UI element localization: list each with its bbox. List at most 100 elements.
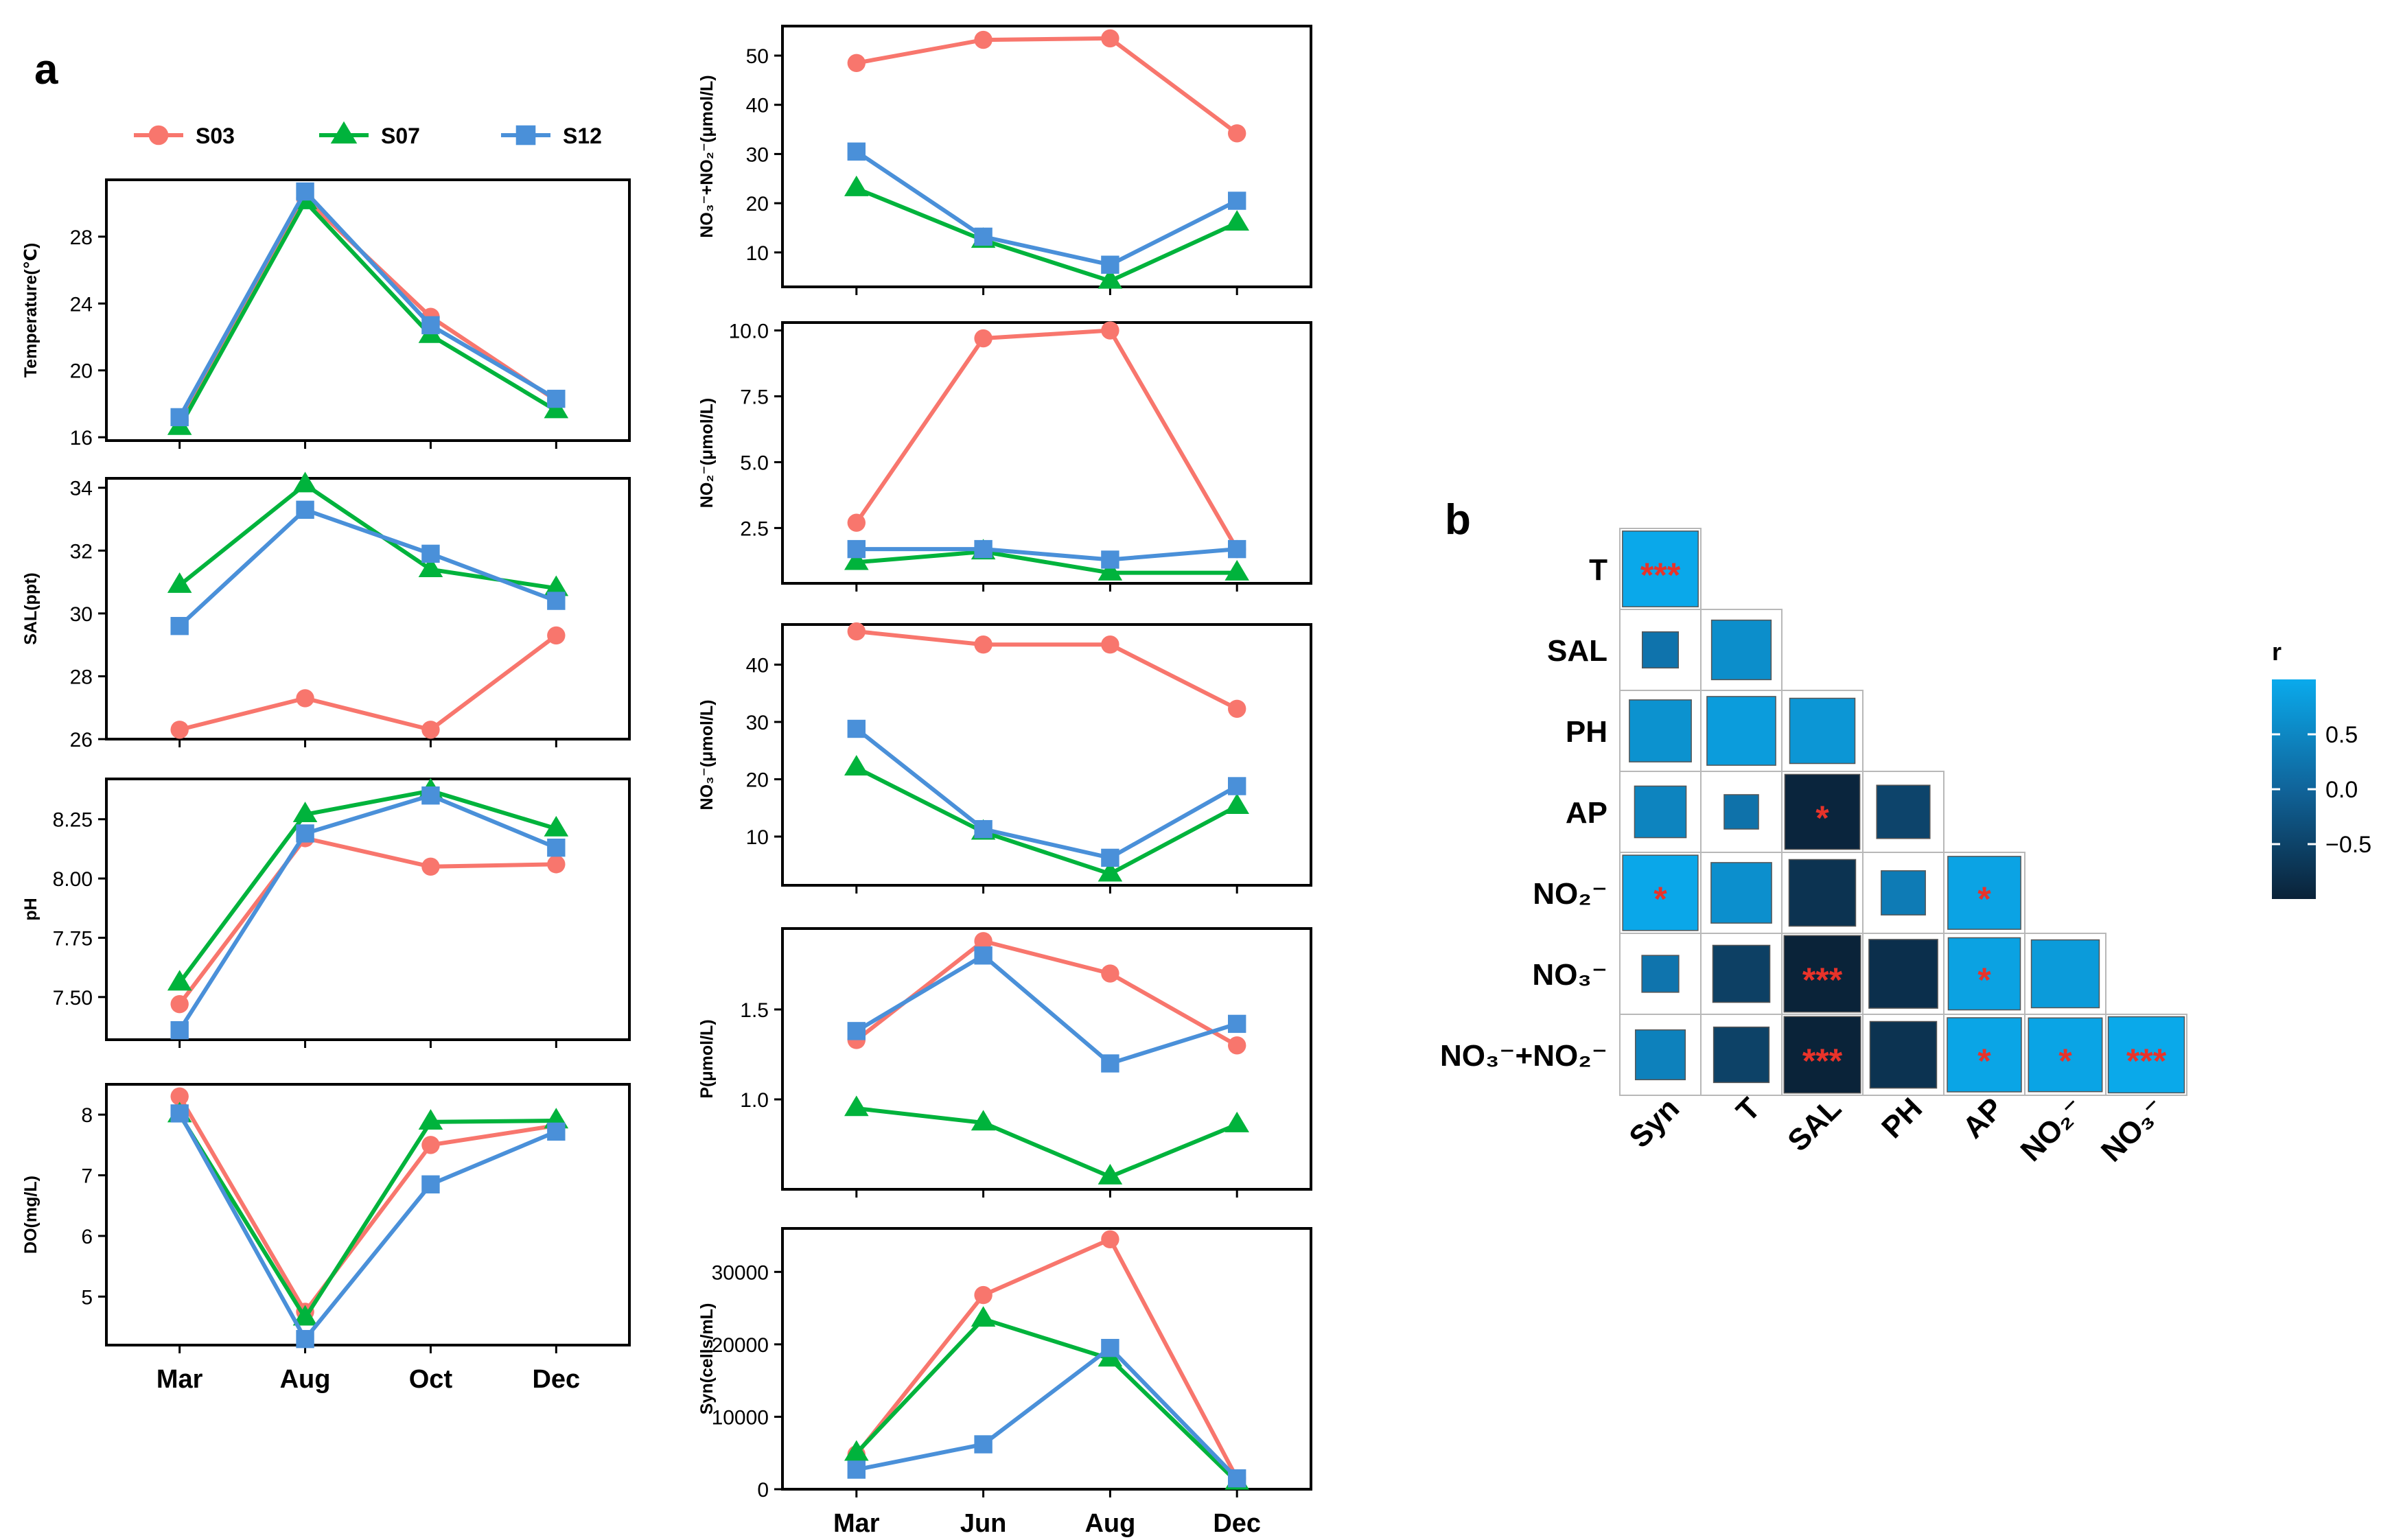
data-point [847,142,866,161]
series-line [856,1346,1239,1480]
plot-frame [781,321,1312,585]
y-axis-label: NO₂⁻(μmol/L) [697,398,717,508]
y-tick-label: 7.75 [53,927,93,950]
data-point [844,1440,869,1461]
corr-cell: *** [1619,528,1702,610]
colorbar-tick-label: 0.0 [2325,777,2358,803]
data-point [974,1435,992,1454]
y-tick-label: 20 [746,193,769,215]
series-s03 [847,622,1246,718]
corr-cell: * [1943,852,2025,934]
y-tick-label: 30 [746,143,769,166]
corr-row-label: NO₃⁻+NO₂⁻ [1440,1039,1607,1073]
y-tick-label: 50 [746,45,769,68]
corr-cell: * [1943,933,2025,1015]
series-s03 [170,626,566,739]
data-point [547,626,566,645]
corr-square [1947,856,2021,930]
chart-no3: 10 20 30 40 NO₃⁻(μmol/L) [697,622,1312,894]
data-point [847,539,866,559]
corr-row-label: NO₂⁻ [1533,877,1607,911]
legend-label: S03 [196,124,235,148]
y-tick-label: 8 [81,1104,93,1127]
corr-cell [1619,771,1702,853]
data-point [1228,1469,1246,1488]
series-line [178,189,557,419]
data-point [847,54,866,72]
data-point [974,227,992,246]
x-tick-label: Mar [833,1509,880,1538]
corr-cell: * [2024,1014,2106,1096]
corr-cell [1619,1014,1702,1096]
y-tick-label: 7.50 [53,987,93,1010]
x-tick-label: Aug [280,1365,331,1394]
corr-square [1706,696,1776,766]
significance-stars: *** [2126,1042,2167,1080]
series-line [856,1106,1238,1179]
data-point [1098,268,1123,289]
corr-cell [1781,690,1864,772]
y-tick-label: 20 [746,769,769,791]
data-point [1098,861,1123,882]
y-tick-label: 5.0 [740,452,769,474]
significance-stars: * [1977,961,1991,999]
corr-row-label: SAL [1547,634,1607,668]
data-point [974,932,992,950]
corr-cell [1862,933,1945,1015]
y-tick-label: 7.5 [740,386,769,408]
data-point [1101,848,1119,867]
data-point [167,970,192,991]
legend-label: S07 [381,124,420,148]
legend-marker-triangle [330,121,358,144]
series-line [856,36,1238,135]
colorbar-tick-label: −0.5 [2325,832,2371,858]
data-point [1101,1338,1119,1357]
y-axis-label: NO₃⁻(μmol/L) [697,700,717,810]
series-line [855,727,1238,860]
corr-square [1783,935,1861,1013]
series-s07 [844,1095,1249,1185]
corr-square [1641,955,1680,993]
series-line [178,1112,557,1342]
corr-cell: * [1943,1014,2025,1096]
y-tick-label: 7 [81,1165,93,1188]
data-point [1228,777,1246,795]
x-tick-label: Jun [960,1509,1007,1538]
series-line [855,1237,1239,1480]
data-point [296,182,314,201]
data-point [547,592,566,610]
series-line [855,939,1238,1047]
y-tick-label: 28 [70,666,93,688]
x-tick-label: Aug [1084,1509,1135,1538]
y-tick-label: 10000 [712,1406,769,1429]
plot-frame [105,477,631,740]
legend-label: S12 [563,124,602,148]
legend-item-s07: S07 [319,121,420,148]
corr-square [1947,937,2021,1011]
corr-cell [1619,933,1702,1015]
series-s12 [847,142,1246,274]
correlation-matrix: ***** **** **** * * ***TSALPHAPNO₂⁻NO₃⁻NO₃⁻+N… [1440,528,2371,1169]
corr-square [1947,1017,2022,1093]
series-line [178,789,557,984]
chart-do: 5 6 7 8 Mar Aug Oct Dec DO(mg/L) [21,1083,631,1394]
panel-label-b: b [1445,496,1471,544]
corr-col-label: Syn [1623,1091,1686,1154]
y-tick-label: 20000 [712,1334,769,1357]
series-s03 [847,29,1246,143]
data-point [296,1329,314,1349]
y-axis-label: Syn(cells/mL) [697,1303,717,1415]
chart-syn: 0 10000 20000 30000 Mar Jun Aug Dec Syn(cells/mL… [697,1227,1312,1538]
data-point [296,500,314,519]
data-point [1228,124,1246,143]
corr-square [1789,697,1856,765]
corr-cell: * [1619,852,1702,934]
plot-frame [781,623,1312,887]
significance-stars: * [1977,1042,1991,1080]
colorbar-tick-label: 0.5 [2325,722,2358,748]
y-tick-label: 1.0 [740,1089,769,1112]
data-point [170,616,189,635]
corr-square [1876,784,1931,839]
data-point [844,549,869,570]
